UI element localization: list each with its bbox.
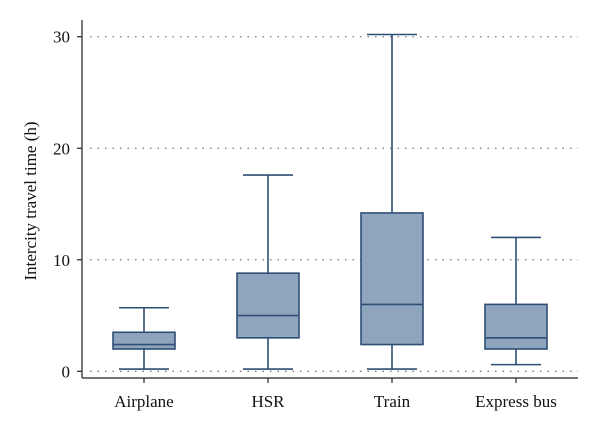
y-axis-title: Intercity travel time (h) xyxy=(21,121,40,280)
x-tick-labels: Airplane HSR Train Express bus xyxy=(114,392,557,411)
iqr-box xyxy=(236,272,300,339)
y-tick-label: 0 xyxy=(62,362,71,381)
box-hsr xyxy=(236,174,300,383)
iqr-box xyxy=(112,331,176,350)
x-tick-label: HSR xyxy=(251,392,285,411)
y-tick-label: 10 xyxy=(53,251,70,270)
boxes xyxy=(112,33,548,383)
axes xyxy=(81,20,578,379)
box-express-bus xyxy=(484,236,548,383)
box-airplane xyxy=(112,306,176,383)
box-train xyxy=(360,33,424,383)
x-tick-label: Train xyxy=(374,392,411,411)
y-tick-labels: 0 10 20 30 xyxy=(53,28,70,382)
x-tick-label: Express bus xyxy=(475,392,557,411)
iqr-box xyxy=(484,303,548,350)
iqr-box xyxy=(360,212,424,346)
gridlines xyxy=(77,36,578,372)
y-tick-label: 30 xyxy=(53,28,70,47)
y-tick-label: 20 xyxy=(53,139,70,158)
x-tick-label: Airplane xyxy=(114,392,173,411)
